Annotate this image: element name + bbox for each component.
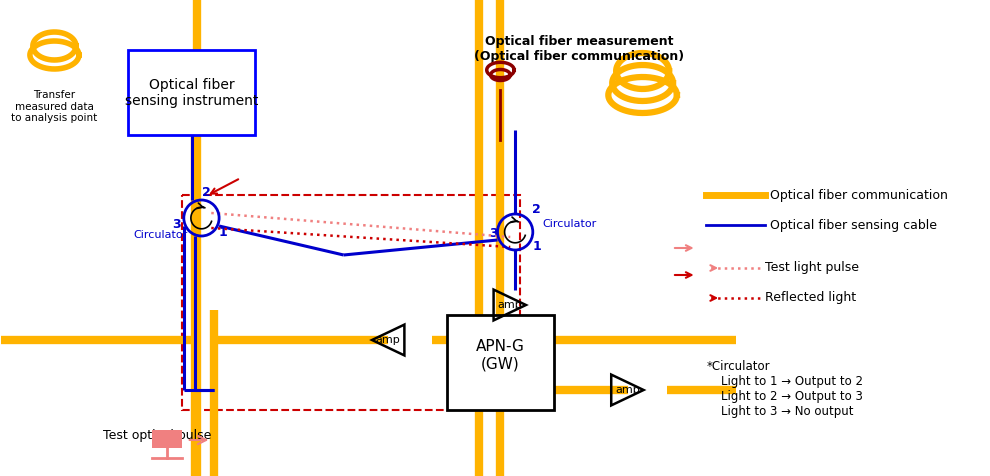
Text: Optical fiber communication: Optical fiber communication [770,188,947,201]
FancyBboxPatch shape [128,50,255,135]
Text: Optical fiber measurement
(Optical fiber communication): Optical fiber measurement (Optical fiber… [474,35,684,63]
Text: amp: amp [497,300,522,310]
Text: Circulator: Circulator [542,219,596,229]
Text: *Circulator
    Light to 1 → Output to 2
    Light to 2 → Output to 3
    Light : *Circulator Light to 1 → Output to 2 Lig… [706,360,863,418]
Text: 3: 3 [172,218,181,231]
Text: Test light pulse: Test light pulse [765,261,859,275]
Text: 2: 2 [202,186,211,199]
Text: Transfer
measured data
to analysis point: Transfer measured data to analysis point [11,90,98,123]
Text: APN-G
(GW): APN-G (GW) [476,339,525,371]
Text: Test optical pulse: Test optical pulse [103,428,212,442]
Text: 3: 3 [489,227,498,240]
Text: Optical fiber
sensing instrument: Optical fiber sensing instrument [125,78,258,108]
Text: Circulator: Circulator [134,230,187,240]
Text: Reflected light: Reflected light [765,291,856,305]
Text: 1: 1 [533,240,542,253]
FancyBboxPatch shape [152,430,182,448]
Text: amp: amp [615,385,640,395]
Text: 1: 1 [219,226,228,239]
FancyBboxPatch shape [446,315,554,410]
Text: amp: amp [376,335,401,345]
Text: 2: 2 [533,203,542,216]
Text: Optical fiber sensing cable: Optical fiber sensing cable [770,218,938,231]
